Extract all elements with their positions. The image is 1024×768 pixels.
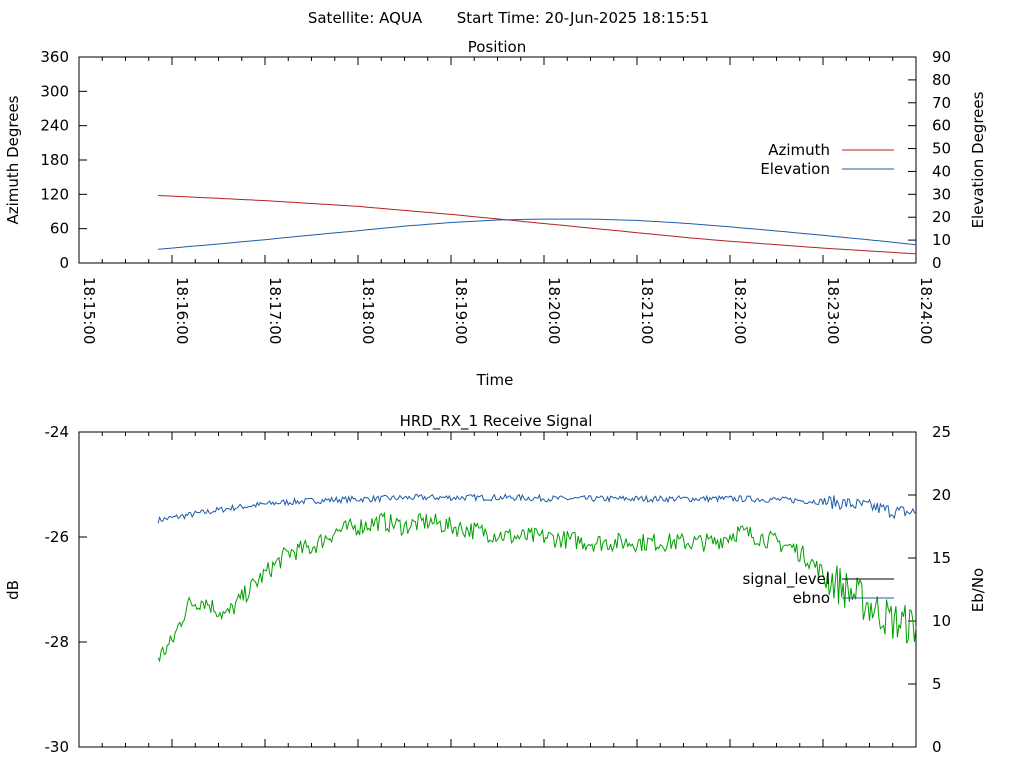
y-right-tick-label: 60 bbox=[932, 117, 951, 135]
x-tick-label: 18:20:00 bbox=[545, 277, 563, 344]
y-left-tick-label: 240 bbox=[40, 117, 69, 135]
y-left-tick-label: -28 bbox=[45, 633, 70, 651]
y-right-tick-label: 15 bbox=[932, 549, 951, 567]
y-right-tick-label: 70 bbox=[932, 94, 951, 112]
y-right-tick-label: 40 bbox=[932, 162, 951, 180]
y-left-tick-label: 360 bbox=[40, 48, 69, 66]
legend-label: Azimuth bbox=[768, 141, 830, 159]
position-chart: Position 18:15:00 18:16:00 18:17:00 18:18:0… bbox=[4, 38, 987, 389]
y-left-tick-label: -30 bbox=[45, 738, 70, 756]
satellite-label: Satellite: AQUA bbox=[308, 9, 423, 27]
x-tick-label: 18:21:00 bbox=[638, 277, 656, 344]
x-tick-label: 18:23:00 bbox=[824, 277, 842, 344]
y-right-tick-label: 0 bbox=[932, 254, 942, 272]
y-right-tick-label: 50 bbox=[932, 140, 951, 158]
x-tick-label: 18:19:00 bbox=[452, 277, 470, 344]
legend-label: signal_level bbox=[742, 570, 830, 589]
x-tick-label: 18:16:00 bbox=[173, 277, 191, 344]
legend-label: Elevation bbox=[760, 160, 830, 178]
position-left-axis: 0 60 120 180 240 300 360 bbox=[40, 48, 87, 272]
y-right-tick-label: 5 bbox=[932, 675, 942, 693]
start-time-label: Start Time: 20-Jun-2025 18:15:51 bbox=[457, 9, 709, 27]
series-line bbox=[158, 218, 917, 250]
series-line bbox=[157, 493, 917, 524]
receive-signal-plot-frame bbox=[78, 431, 917, 748]
y-right-tick-label: 0 bbox=[932, 738, 942, 756]
x-tick-label: 18:18:00 bbox=[359, 277, 377, 344]
y-left-tick-label: 180 bbox=[40, 151, 69, 169]
y-right-tick-label: 20 bbox=[932, 486, 951, 504]
y-right-tick-label: 30 bbox=[932, 185, 951, 203]
y-left-tick-label: -26 bbox=[45, 528, 70, 546]
receive-signal-right-axis: 0 5 10 15 20 25 bbox=[908, 423, 951, 756]
position-right-axis-label: Elevation Degrees bbox=[969, 91, 987, 228]
y-left-tick-label: 300 bbox=[40, 82, 69, 100]
series-line bbox=[158, 195, 917, 255]
x-tick-label: 18:22:00 bbox=[731, 277, 749, 344]
receive-signal-series bbox=[157, 493, 917, 663]
x-tick-label: 18:15:00 bbox=[80, 277, 98, 344]
y-left-tick-label: 60 bbox=[50, 220, 69, 238]
position-right-axis: 0 10 20 30 40 50 60 70 80 90 bbox=[908, 48, 951, 272]
receive-signal-chart: HRD_RX_1 Receive Signal -30 -28 -26 -24 0 5 1… bbox=[4, 412, 987, 756]
y-right-tick-label: 25 bbox=[932, 423, 951, 441]
receive-signal-left-axis: -30 -28 -26 -24 bbox=[45, 423, 87, 756]
legend-label: ebno bbox=[793, 589, 830, 607]
position-series bbox=[158, 195, 917, 255]
y-left-tick-label: 120 bbox=[40, 185, 69, 203]
position-x-label: Time bbox=[476, 371, 514, 389]
receive-signal-chart-title: HRD_RX_1 Receive Signal bbox=[400, 412, 593, 431]
y-right-tick-label: 20 bbox=[932, 208, 951, 226]
receive-signal-left-axis-label: dB bbox=[4, 580, 22, 600]
y-right-tick-label: 80 bbox=[932, 71, 951, 89]
position-chart-title: Position bbox=[468, 38, 526, 56]
position-x-ticks: 18:15:00 18:16:00 18:17:00 18:18:00 18:19:00… bbox=[78, 57, 935, 344]
position-left-axis-label: Azimuth Degrees bbox=[4, 95, 22, 224]
receive-signal-x-ticks bbox=[78, 432, 917, 747]
y-left-tick-label: 0 bbox=[59, 254, 69, 272]
y-left-tick-label: -24 bbox=[45, 423, 70, 441]
y-right-tick-label: 10 bbox=[932, 612, 951, 630]
y-right-tick-label: 10 bbox=[932, 231, 951, 249]
x-tick-label: 18:24:00 bbox=[917, 277, 935, 344]
receive-signal-right-axis-label: Eb/No bbox=[969, 568, 987, 612]
series-line bbox=[157, 511, 917, 663]
x-tick-label: 18:17:00 bbox=[266, 277, 284, 344]
y-right-tick-label: 90 bbox=[932, 48, 951, 66]
